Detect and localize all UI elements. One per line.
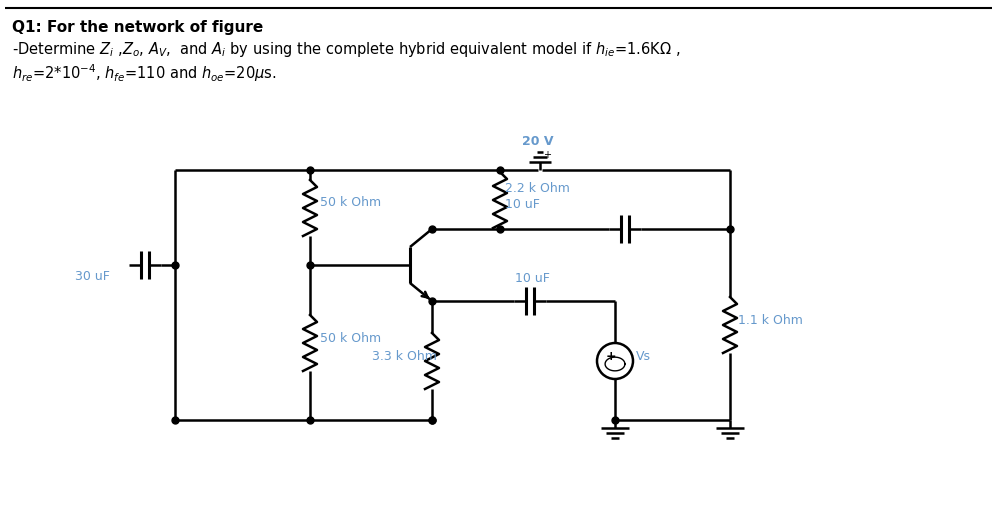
Text: 1.1 k Ohm: 1.1 k Ohm <box>738 314 803 326</box>
Text: -Determine $Z_i$ ,$Z_o$, $A_V$,  and $A_i$ by using the complete hybrid equivale: -Determine $Z_i$ ,$Z_o$, $A_V$, and $A_i… <box>12 40 680 59</box>
Text: $h_{re}$=2*10$^{-4}$, $h_{fe}$=110 and $h_{oe}$=20$\mu$s.: $h_{re}$=2*10$^{-4}$, $h_{fe}$=110 and $… <box>12 62 276 84</box>
Text: 3.3 k Ohm: 3.3 k Ohm <box>372 349 437 363</box>
Text: 20 V: 20 V <box>522 135 553 148</box>
Text: 30 uF: 30 uF <box>75 270 110 284</box>
Text: 50 k Ohm: 50 k Ohm <box>320 197 381 209</box>
Text: 10 uF: 10 uF <box>514 272 549 286</box>
Text: 2.2 k Ohm: 2.2 k Ohm <box>505 181 570 195</box>
Text: Vs: Vs <box>636 349 651 363</box>
Text: 10 uF: 10 uF <box>505 199 539 211</box>
Text: 50 k Ohm: 50 k Ohm <box>320 331 381 344</box>
Text: +: + <box>606 349 616 363</box>
Text: +: + <box>543 150 551 160</box>
Text: Q1: For the network of figure: Q1: For the network of figure <box>12 20 263 35</box>
